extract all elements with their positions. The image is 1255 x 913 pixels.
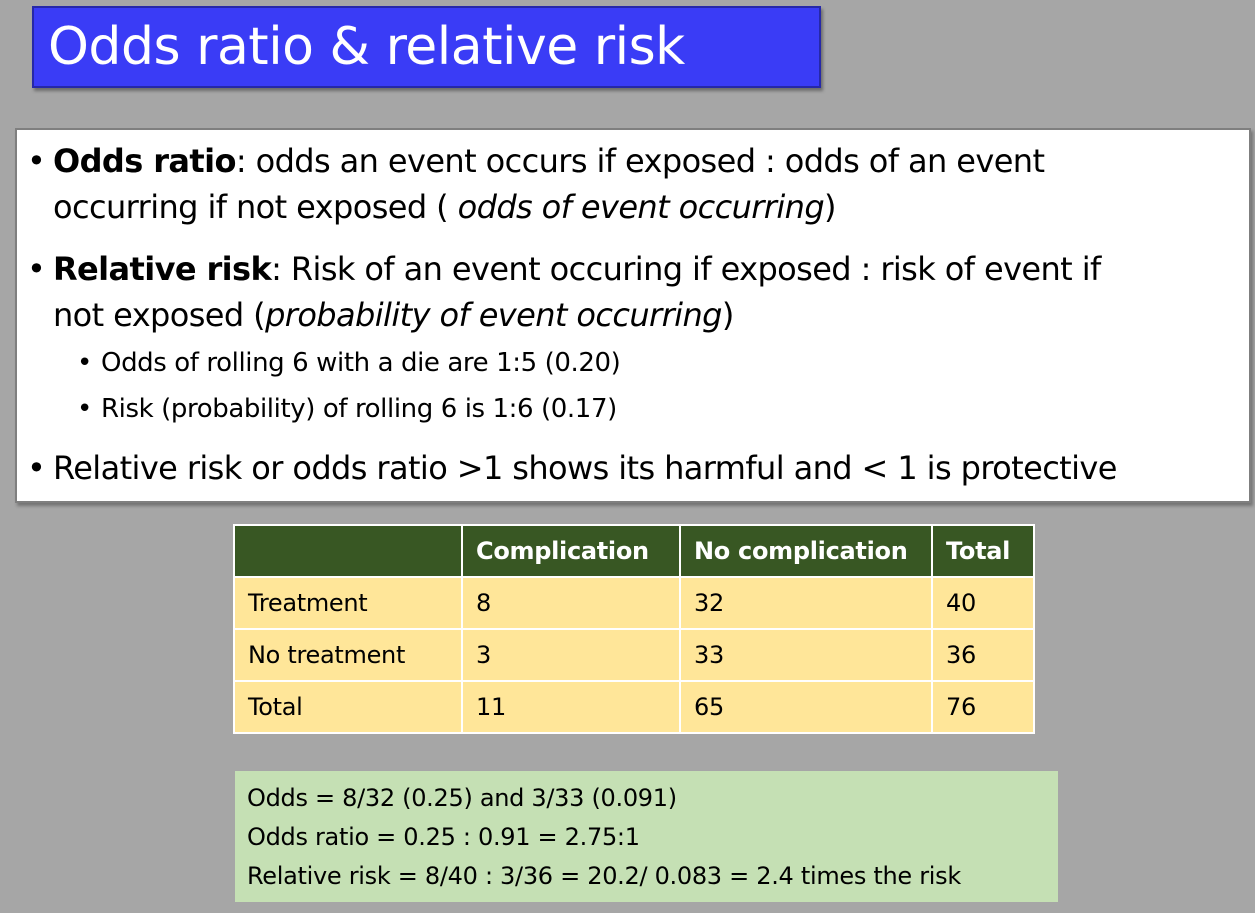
sub-bullet-dot: • bbox=[77, 394, 93, 424]
table-header-row: Complication No complication Total bbox=[233, 524, 1035, 578]
relative-risk-definition: : Risk of an event occuring if exposed :… bbox=[271, 250, 1101, 288]
calculation-box: Odds = 8/32 (0.25) and 3/33 (0.091) Odds… bbox=[235, 771, 1058, 902]
table-row: Total 11 65 76 bbox=[233, 680, 1035, 734]
bullet-panel: • Odds ratio: odds an event occurs if ex… bbox=[15, 128, 1251, 503]
table-header-cell: Complication bbox=[461, 524, 681, 578]
term-relative-risk: Relative risk bbox=[53, 250, 272, 288]
bullet-dot: • bbox=[27, 142, 46, 180]
table-header-cell bbox=[233, 524, 463, 578]
table-row: No treatment 3 33 36 bbox=[233, 628, 1035, 682]
bullet-dot: • bbox=[27, 449, 46, 487]
odds-ratio-italic: odds of event occurring bbox=[457, 188, 825, 226]
table-cell: 32 bbox=[679, 576, 933, 630]
calc-odds-ratio: Odds ratio = 0.25 : 0.91 = 2.75:1 bbox=[247, 823, 640, 851]
table-header-cell: Total bbox=[931, 524, 1035, 578]
table-cell: 40 bbox=[931, 576, 1035, 630]
odds-ratio-close-paren: ) bbox=[824, 188, 836, 226]
table-cell: 36 bbox=[931, 628, 1035, 682]
sub-bullet-risk-die: Risk (probability) of rolling 6 is 1:6 (… bbox=[101, 394, 617, 424]
calc-relative-risk: Relative risk = 8/40 : 3/36 = 20.2/ 0.08… bbox=[247, 862, 961, 890]
term-odds-ratio: Odds ratio bbox=[53, 142, 236, 180]
table-cell: 33 bbox=[679, 628, 933, 682]
bullet-dot: • bbox=[27, 250, 46, 288]
title-banner: Odds ratio & relative risk bbox=[32, 6, 821, 88]
table-cell: Total bbox=[233, 680, 463, 734]
table-cell: 8 bbox=[461, 576, 681, 630]
bullet-relative-risk-line1: Relative risk: Risk of an event occuring… bbox=[53, 246, 1101, 292]
table-cell: 11 bbox=[461, 680, 681, 734]
relative-risk-line2-text: not exposed ( bbox=[53, 296, 266, 334]
relative-risk-italic: probability of event occurring bbox=[265, 296, 722, 334]
sub-bullet-dot: • bbox=[77, 348, 93, 378]
table-cell: 76 bbox=[931, 680, 1035, 734]
table-row: Treatment 8 32 40 bbox=[233, 576, 1035, 630]
bullet-relative-risk-line2: not exposed (probability of event occurr… bbox=[53, 292, 734, 338]
bullet-interpretation: Relative risk or odds ratio >1 shows its… bbox=[53, 449, 1117, 487]
contingency-table: Complication No complication Total Treat… bbox=[233, 524, 1035, 734]
table-cell: No treatment bbox=[233, 628, 463, 682]
bullet-odds-ratio-line1: Odds ratio: odds an event occurs if expo… bbox=[53, 138, 1045, 184]
table-cell: Treatment bbox=[233, 576, 463, 630]
odds-ratio-definition: : odds an event occurs if exposed : odds… bbox=[235, 142, 1045, 180]
slide-title: Odds ratio & relative risk bbox=[48, 17, 685, 77]
table-header-cell: No complication bbox=[679, 524, 933, 578]
bullet-odds-ratio-line2: occurring if not exposed ( odds of event… bbox=[53, 184, 837, 230]
calc-odds: Odds = 8/32 (0.25) and 3/33 (0.091) bbox=[247, 784, 677, 812]
table-cell: 3 bbox=[461, 628, 681, 682]
odds-ratio-line2-text: occurring if not exposed ( bbox=[53, 188, 458, 226]
table-cell: 65 bbox=[679, 680, 933, 734]
sub-bullet-odds-die: Odds of rolling 6 with a die are 1:5 (0.… bbox=[101, 348, 621, 378]
relative-risk-close-paren: ) bbox=[721, 296, 734, 334]
